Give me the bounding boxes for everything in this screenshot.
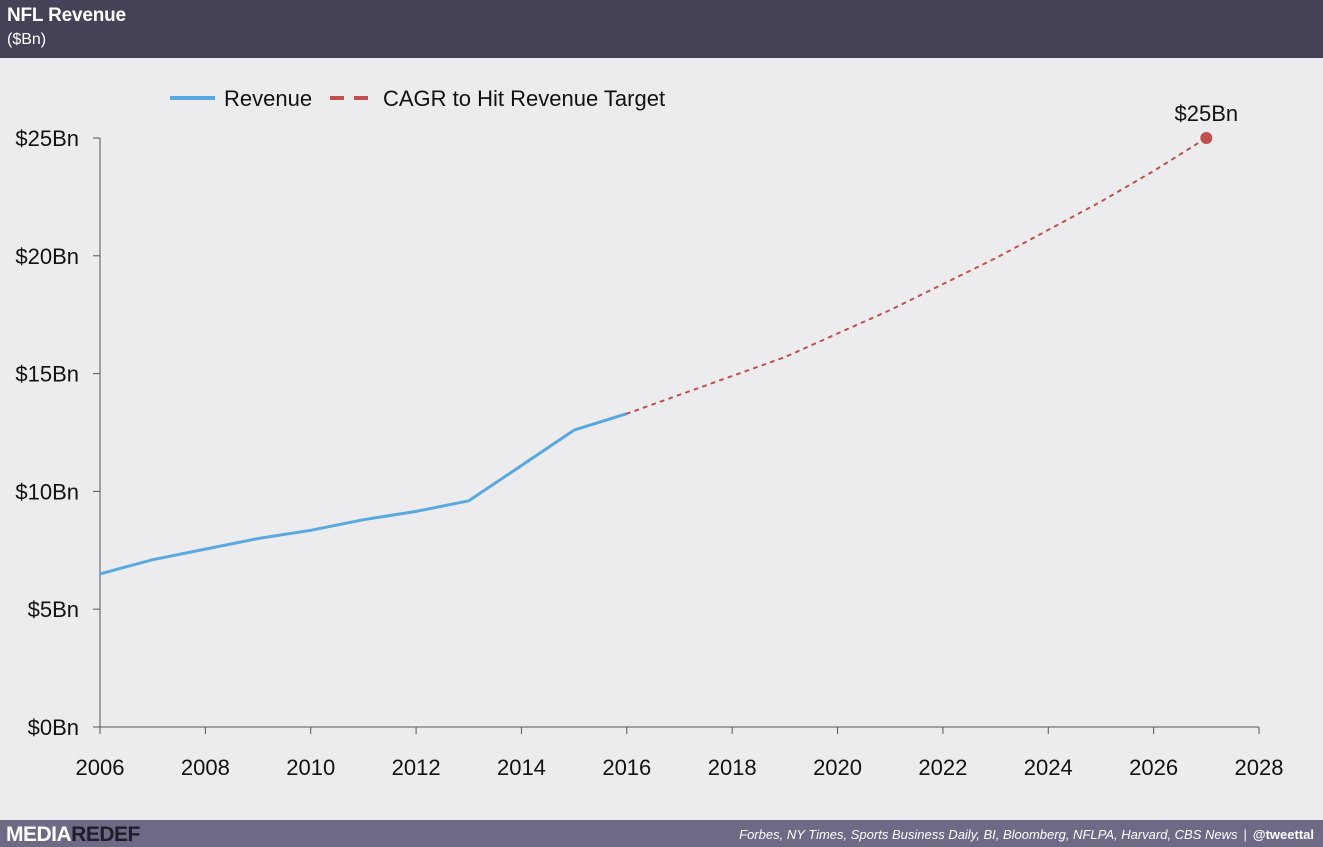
x-tick-label: 2016 xyxy=(602,755,651,780)
revenue-series-line xyxy=(99,412,628,576)
x-tick-label: 2010 xyxy=(286,755,335,780)
target-annotation-label: $25Bn xyxy=(1175,101,1239,126)
brand-logo-part2: REDEF xyxy=(71,823,140,846)
footer-separator: | xyxy=(1243,827,1247,842)
sources-text: Forbes, NY Times, Sports Business Daily,… xyxy=(739,827,1238,842)
y-tick-label: $5Bn xyxy=(28,597,79,622)
line-chart: $0Bn $5Bn $10Bn $15Bn $20Bn $25Bn 2006 2008 2010… xyxy=(15,86,1284,780)
legend-label-revenue: Revenue xyxy=(224,86,312,111)
y-tick-label: $10Bn xyxy=(15,479,79,504)
brand-logo: MEDIAREDEF xyxy=(6,823,140,847)
chart-area: $0Bn $5Bn $10Bn $15Bn $20Bn $25Bn 2006 2008 2010… xyxy=(0,58,1323,820)
brand-logo-part1: MEDIA xyxy=(6,823,72,846)
target-point-marker xyxy=(1200,132,1213,144)
x-tick-label: 2020 xyxy=(813,755,862,780)
x-tick-label: 2018 xyxy=(708,755,757,780)
y-tick-label: $15Bn xyxy=(15,362,79,387)
x-tick-label: 2028 xyxy=(1235,755,1284,780)
chart-title: NFL Revenue xyxy=(7,5,126,26)
x-tick-label: 2014 xyxy=(497,755,546,780)
legend-label-cagr: CAGR to Hit Revenue Target xyxy=(383,86,665,111)
y-tick-label: $0Bn xyxy=(28,715,79,740)
x-tick-label: 2022 xyxy=(918,755,967,780)
footer-bar: MEDIAREDEF Forbes, NY Times, Sports Busi… xyxy=(0,820,1323,847)
twitter-handle: @tweettal xyxy=(1252,827,1314,842)
x-tick-label: 2012 xyxy=(392,755,441,780)
y-tick-label: $20Bn xyxy=(15,244,79,269)
x-tick-label: 2006 xyxy=(76,755,125,780)
cagr-series-line xyxy=(625,137,1208,415)
x-tick-label: 2024 xyxy=(1024,755,1073,780)
x-tick-label: 2008 xyxy=(181,755,230,780)
y-tick-label: $25Bn xyxy=(15,126,79,151)
x-tick-label: 2026 xyxy=(1129,755,1178,780)
chart-subtitle: ($Bn) xyxy=(7,31,47,48)
chart-header: NFL Revenue ($Bn) xyxy=(0,0,1323,58)
source-credits: Forbes, NY Times, Sports Business Daily,… xyxy=(739,827,1314,842)
